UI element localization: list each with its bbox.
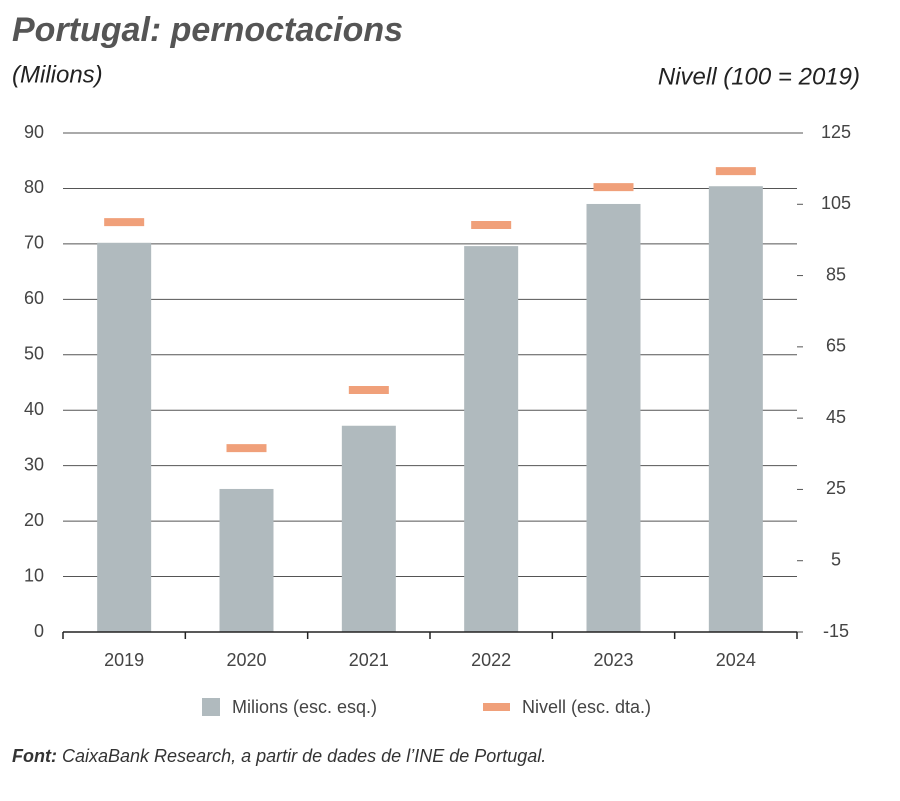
x-tick-label: 2020 xyxy=(226,650,266,670)
y-tick-label: 90 xyxy=(24,122,44,142)
bar xyxy=(97,242,152,632)
y2-tick-label: 5 xyxy=(831,549,841,569)
y2-tick-label: 125 xyxy=(821,122,851,142)
x-tick-label: 2021 xyxy=(349,650,389,670)
source: Font: CaixaBank Research, a partir de da… xyxy=(12,746,546,766)
x-tick-label: 2019 xyxy=(104,650,144,670)
legend-swatch xyxy=(202,698,220,716)
legend-label: Nivell (esc. dta.) xyxy=(522,697,651,717)
y2-tick-label: 65 xyxy=(826,336,846,356)
bar xyxy=(464,246,519,632)
bar xyxy=(219,488,274,632)
chart-title: Portugal: pernoctacions xyxy=(12,11,403,49)
y-tick-label: 60 xyxy=(24,288,44,308)
source-text: CaixaBank Research, a partir de dades de… xyxy=(62,746,546,766)
y-tick-label: 70 xyxy=(24,233,44,253)
legend-label: Milions (esc. esq.) xyxy=(232,697,377,717)
y-tick-label: 30 xyxy=(24,454,44,474)
x-tick-label: 2024 xyxy=(716,650,756,670)
y-tick-label: 80 xyxy=(24,177,44,197)
source-label: Font: xyxy=(12,746,57,766)
chart-subtitle: (Milions) xyxy=(12,61,103,88)
y2-tick-label: 105 xyxy=(821,193,851,213)
y-tick-label: 50 xyxy=(24,344,44,364)
y2-tick-label: 85 xyxy=(826,264,846,284)
y-tick-label: 20 xyxy=(24,510,44,530)
y2-axis-label: Nivell (100 = 2019) xyxy=(658,63,860,90)
y-tick-label: 40 xyxy=(24,399,44,419)
y-tick-label: 10 xyxy=(24,565,44,585)
bar xyxy=(586,203,641,633)
x-tick-label: 2023 xyxy=(593,650,633,670)
bar xyxy=(341,425,396,632)
y2-tick-label: -15 xyxy=(823,621,849,641)
y2-tick-label: 45 xyxy=(826,407,846,427)
y2-tick-label: 25 xyxy=(826,478,846,498)
bar xyxy=(708,186,763,632)
y-tick-label: 0 xyxy=(34,621,44,641)
x-tick-label: 2022 xyxy=(471,650,511,670)
